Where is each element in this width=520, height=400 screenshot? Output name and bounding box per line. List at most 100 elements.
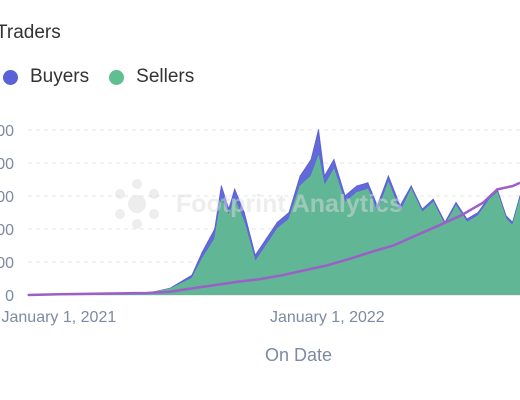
data-point-buyers-11 bbox=[243, 211, 245, 214]
data-point-series-2-14 bbox=[415, 235, 417, 237]
data-point-series-2-4 bbox=[191, 287, 193, 289]
data-point-buyers-26 bbox=[399, 205, 401, 207]
data-point-series-2-5 bbox=[214, 284, 216, 286]
data-point-buyers-15 bbox=[288, 211, 290, 214]
data-point-buyers-33 bbox=[477, 211, 479, 214]
series-area-sellers bbox=[28, 156, 520, 295]
data-point-sellers-5 bbox=[191, 277, 193, 280]
data-point-buyers-36 bbox=[505, 215, 507, 217]
data-point-buyers-12 bbox=[254, 254, 256, 256]
data-point-buyers-10 bbox=[234, 188, 236, 190]
data-point-buyers-5 bbox=[191, 274, 193, 276]
data-point-sellers-26 bbox=[399, 211, 401, 214]
data-point-series-2-11 bbox=[349, 258, 351, 260]
data-point-series-2-17 bbox=[482, 202, 484, 204]
data-point-sellers-29 bbox=[432, 202, 434, 204]
data-point-sellers-7 bbox=[214, 238, 216, 240]
data-point-sellers-30 bbox=[444, 225, 446, 227]
data-point-sellers-18 bbox=[317, 155, 320, 157]
x-axis-label: On Date bbox=[265, 345, 333, 365]
series-layer bbox=[27, 129, 520, 297]
data-point-sellers-20 bbox=[333, 169, 335, 171]
data-point-sellers-14 bbox=[276, 228, 278, 230]
x-tick-label-1: January 1, 2022 bbox=[270, 309, 385, 326]
data-point-series-2-15 bbox=[437, 225, 439, 227]
data-point-sellers-23 bbox=[367, 188, 369, 190]
data-point-sellers-22 bbox=[356, 192, 358, 194]
data-point-buyers-6 bbox=[201, 251, 203, 253]
y-tick-label-5: 000 bbox=[0, 123, 14, 140]
x-tick-labels: January 1, 2021 January 1, 2022 bbox=[2, 309, 385, 326]
data-point-buyers-8 bbox=[220, 185, 222, 187]
data-point-sellers-9 bbox=[228, 215, 230, 217]
data-point-buyers-32 bbox=[466, 218, 468, 220]
data-point-sellers-33 bbox=[477, 215, 479, 217]
data-point-series-2-7 bbox=[259, 278, 261, 280]
legend-dot-buyers bbox=[3, 69, 18, 85]
legend: Buyers Sellers bbox=[3, 66, 214, 88]
y-tick-label-2: 000 bbox=[0, 222, 14, 239]
chart-title: Traders bbox=[0, 22, 61, 43]
data-point-series-2-12 bbox=[370, 251, 372, 253]
data-point-sellers-35 bbox=[496, 192, 498, 194]
data-point-series-2-8 bbox=[281, 274, 284, 276]
data-point-series-2-18 bbox=[496, 188, 498, 190]
data-point-buyers-7 bbox=[214, 228, 216, 230]
data-point-series-2-19 bbox=[511, 185, 514, 187]
data-point-series-2-0 bbox=[27, 294, 29, 296]
data-point-sellers-21 bbox=[344, 202, 346, 204]
data-point-sellers-37 bbox=[511, 225, 514, 227]
data-point-sellers-8 bbox=[220, 198, 222, 200]
data-point-buyers-28 bbox=[421, 208, 423, 210]
data-point-series-2-13 bbox=[392, 244, 395, 247]
data-point-series-2-2 bbox=[146, 292, 148, 294]
data-point-sellers-19 bbox=[323, 185, 325, 187]
data-point-buyers-19 bbox=[323, 175, 325, 177]
legend-label-buyers: Buyers bbox=[30, 66, 90, 87]
data-point-sellers-25 bbox=[387, 182, 389, 184]
data-point-buyers-20 bbox=[333, 159, 335, 161]
data-point-buyers-17 bbox=[310, 159, 312, 161]
data-point-buyers-37 bbox=[511, 221, 514, 223]
data-point-buyers-22 bbox=[356, 185, 358, 187]
y-tick-label-1: 000 bbox=[0, 255, 14, 272]
data-point-buyers-9 bbox=[228, 208, 230, 210]
legend-item-buyers[interactable]: Buyers bbox=[3, 66, 89, 88]
data-point-buyers-27 bbox=[410, 185, 412, 187]
y-tick-label-0: 0 bbox=[5, 288, 14, 305]
data-point-sellers-15 bbox=[288, 218, 290, 220]
data-point-buyers-29 bbox=[432, 198, 434, 200]
y-tick-label-3: 000 bbox=[0, 189, 14, 206]
data-point-sellers-13 bbox=[265, 244, 267, 247]
data-point-series-2-1 bbox=[58, 293, 60, 295]
data-point-sellers-27 bbox=[410, 188, 412, 190]
data-point-buyers-21 bbox=[344, 195, 346, 197]
legend-item-sellers[interactable]: Sellers bbox=[109, 66, 194, 88]
data-point-buyers-24 bbox=[376, 205, 378, 207]
data-point-buyers-23 bbox=[367, 182, 369, 184]
data-point-series-2-10 bbox=[326, 264, 328, 266]
data-point-series-2-3 bbox=[169, 291, 171, 293]
data-point-sellers-34 bbox=[489, 198, 491, 200]
data-point-sellers-10 bbox=[234, 198, 236, 200]
data-point-series-2-6 bbox=[237, 281, 239, 283]
data-point-buyers-25 bbox=[387, 175, 389, 177]
data-point-sellers-17 bbox=[310, 175, 312, 177]
data-point-sellers-24 bbox=[376, 211, 378, 214]
data-point-series-2-9 bbox=[303, 269, 306, 271]
data-point-buyers-14 bbox=[276, 221, 278, 223]
y-tick-label-4: 000 bbox=[0, 156, 14, 173]
legend-dot-sellers bbox=[109, 69, 125, 85]
data-point-sellers-12 bbox=[254, 261, 256, 263]
y-tick-labels: 0000000000000000 bbox=[0, 123, 14, 305]
data-point-series-2-16 bbox=[459, 215, 461, 217]
data-point-sellers-4 bbox=[169, 288, 171, 290]
data-point-buyers-13 bbox=[265, 238, 267, 240]
data-point-buyers-16 bbox=[299, 175, 301, 177]
data-point-sellers-11 bbox=[243, 221, 245, 223]
data-point-sellers-16 bbox=[299, 185, 301, 187]
data-point-buyers-31 bbox=[455, 202, 457, 204]
data-point-sellers-32 bbox=[466, 221, 468, 223]
data-point-sellers-31 bbox=[455, 205, 457, 207]
